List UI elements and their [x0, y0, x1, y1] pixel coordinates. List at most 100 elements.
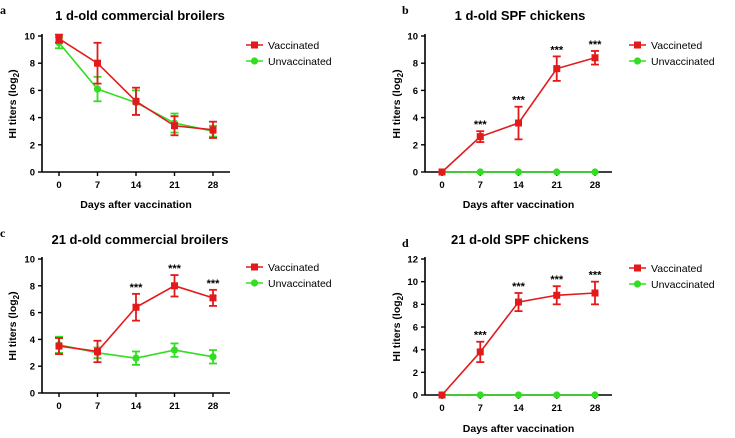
legend-item-unvaccinated: Unvaccinated — [629, 56, 715, 68]
legend-label: Vaccinated — [651, 263, 702, 275]
x-tick-label: 0 — [56, 401, 61, 412]
legend-marker — [251, 41, 258, 49]
y-tick-label: 8 — [30, 59, 35, 70]
y-tick-label: 4 — [30, 113, 36, 124]
data-point — [591, 168, 599, 176]
data-point — [209, 294, 217, 302]
significance-label: *** — [512, 281, 526, 293]
data-point — [132, 303, 140, 311]
y-axis-title-subscript: 2 — [396, 295, 405, 300]
legend-marker — [251, 263, 258, 271]
legend-label: Unvaccinated — [651, 279, 715, 291]
y-tick-label: 0 — [30, 168, 35, 179]
data-point — [515, 119, 522, 127]
chart-panel-d: d 21 d-old SPF chickens 0 2 4 6 8 10 12 0 7 14 21 28 H… — [391, 232, 715, 435]
y-tick-label: 0 — [413, 168, 418, 179]
data-point — [93, 85, 102, 93]
significance-label: *** — [474, 330, 488, 342]
legend-item-vaccinated: Vaccinated — [629, 263, 702, 275]
x-axis-title: Days after vaccination — [463, 199, 574, 211]
y-tick-label: 0 — [30, 389, 35, 400]
significance-label: *** — [474, 119, 488, 131]
panel-letter: d — [402, 236, 409, 250]
legend-item-unvaccinated: Unvaccinated — [246, 56, 332, 68]
y-axis-title: HI titers (log2) — [7, 69, 21, 138]
x-tick-label: 14 — [131, 401, 142, 412]
y-axis-title: HI titers (log2) — [7, 291, 21, 360]
y-tick-label: 2 — [30, 140, 35, 151]
x-tick-label: 14 — [131, 180, 142, 191]
data-point — [476, 391, 484, 399]
legend-marker — [250, 279, 259, 287]
data-point — [209, 126, 217, 134]
legend-item-vaccinated: Vaccinated — [246, 262, 319, 274]
significance-label: *** — [168, 263, 182, 275]
data-point — [515, 298, 522, 306]
data-point — [55, 35, 63, 43]
data-point — [132, 97, 140, 105]
data-point — [476, 133, 484, 141]
data-point — [591, 289, 599, 297]
data-point — [591, 391, 599, 399]
y-axis-title-end: ) — [391, 292, 403, 296]
data-point — [171, 122, 178, 130]
y-tick-label: 10 — [24, 32, 35, 43]
x-tick-label: 21 — [169, 180, 180, 191]
y-tick-label: 8 — [30, 281, 35, 292]
data-point — [476, 168, 484, 176]
x-tick-label: 28 — [590, 403, 601, 414]
legend-item-vaccineted: Vaccineted — [629, 40, 702, 52]
series-line — [58, 38, 214, 131]
data-point — [553, 391, 561, 399]
y-axis-title: HI titers (log2) — [391, 69, 405, 138]
data-point — [553, 168, 561, 176]
series-vaccineted — [438, 50, 599, 176]
y-tick-label: 6 — [413, 86, 418, 97]
x-tick-label: 7 — [478, 403, 483, 414]
y-axis-title-main: HI titers (log — [391, 300, 403, 361]
significance-label: *** — [512, 95, 526, 107]
legend-item-unvaccinated: Unvaccinated — [246, 278, 332, 290]
y-tick-label: 4 — [413, 113, 419, 124]
x-tick-label: 21 — [551, 180, 562, 191]
legend-label: Unvaccinated — [268, 278, 332, 290]
series-vaccinated — [438, 280, 599, 399]
panel-letter: b — [402, 3, 409, 17]
y-axis-title-subscript: 2 — [396, 72, 405, 77]
data-point — [591, 54, 599, 62]
legend-marker — [633, 57, 642, 65]
y-axis-title-end: ) — [391, 69, 403, 73]
data-point — [476, 348, 484, 356]
x-tick-label: 14 — [513, 403, 524, 414]
data-point — [170, 346, 179, 354]
significance-label: *** — [589, 270, 603, 282]
chart-panel-c: c 21 d-old commercial broilers 0 2 4 6 8 10 0 7 14… — [0, 226, 332, 412]
x-tick-label: 0 — [439, 180, 444, 191]
y-axis-title-end: ) — [7, 69, 19, 73]
legend-label: Unvaccinated — [268, 56, 332, 68]
legend-marker — [634, 264, 641, 272]
y-tick-label: 2 — [30, 362, 35, 373]
y-axis-title-main: HI titers (log — [7, 299, 19, 360]
legend-label: Vaccinated — [268, 262, 319, 274]
data-point — [55, 342, 63, 350]
significance-label: *** — [207, 278, 221, 290]
y-axis-title: HI titers (log2) — [391, 292, 405, 361]
legend-marker — [634, 41, 641, 49]
x-tick-label: 0 — [56, 180, 61, 191]
x-tick-label: 28 — [208, 401, 219, 412]
x-tick-label: 7 — [478, 180, 483, 191]
data-point — [438, 168, 446, 176]
x-axis-title: Days after vaccination — [80, 199, 191, 211]
y-axis-title-main: HI titers (log — [7, 77, 19, 138]
y-tick-label: 0 — [413, 391, 418, 402]
significance-label: *** — [550, 44, 564, 56]
y-axis-title-main: HI titers (log — [391, 77, 403, 138]
y-tick-label: 4 — [413, 345, 419, 356]
series-vaccinated — [55, 274, 217, 364]
legend-label: Unvaccinated — [651, 56, 715, 68]
y-tick-label: 12 — [407, 255, 418, 266]
chart-title: 1 d-old SPF chickens — [455, 8, 586, 23]
panel-letter: a — [0, 3, 6, 17]
legend-item-vaccinated: Vaccinated — [246, 40, 319, 52]
